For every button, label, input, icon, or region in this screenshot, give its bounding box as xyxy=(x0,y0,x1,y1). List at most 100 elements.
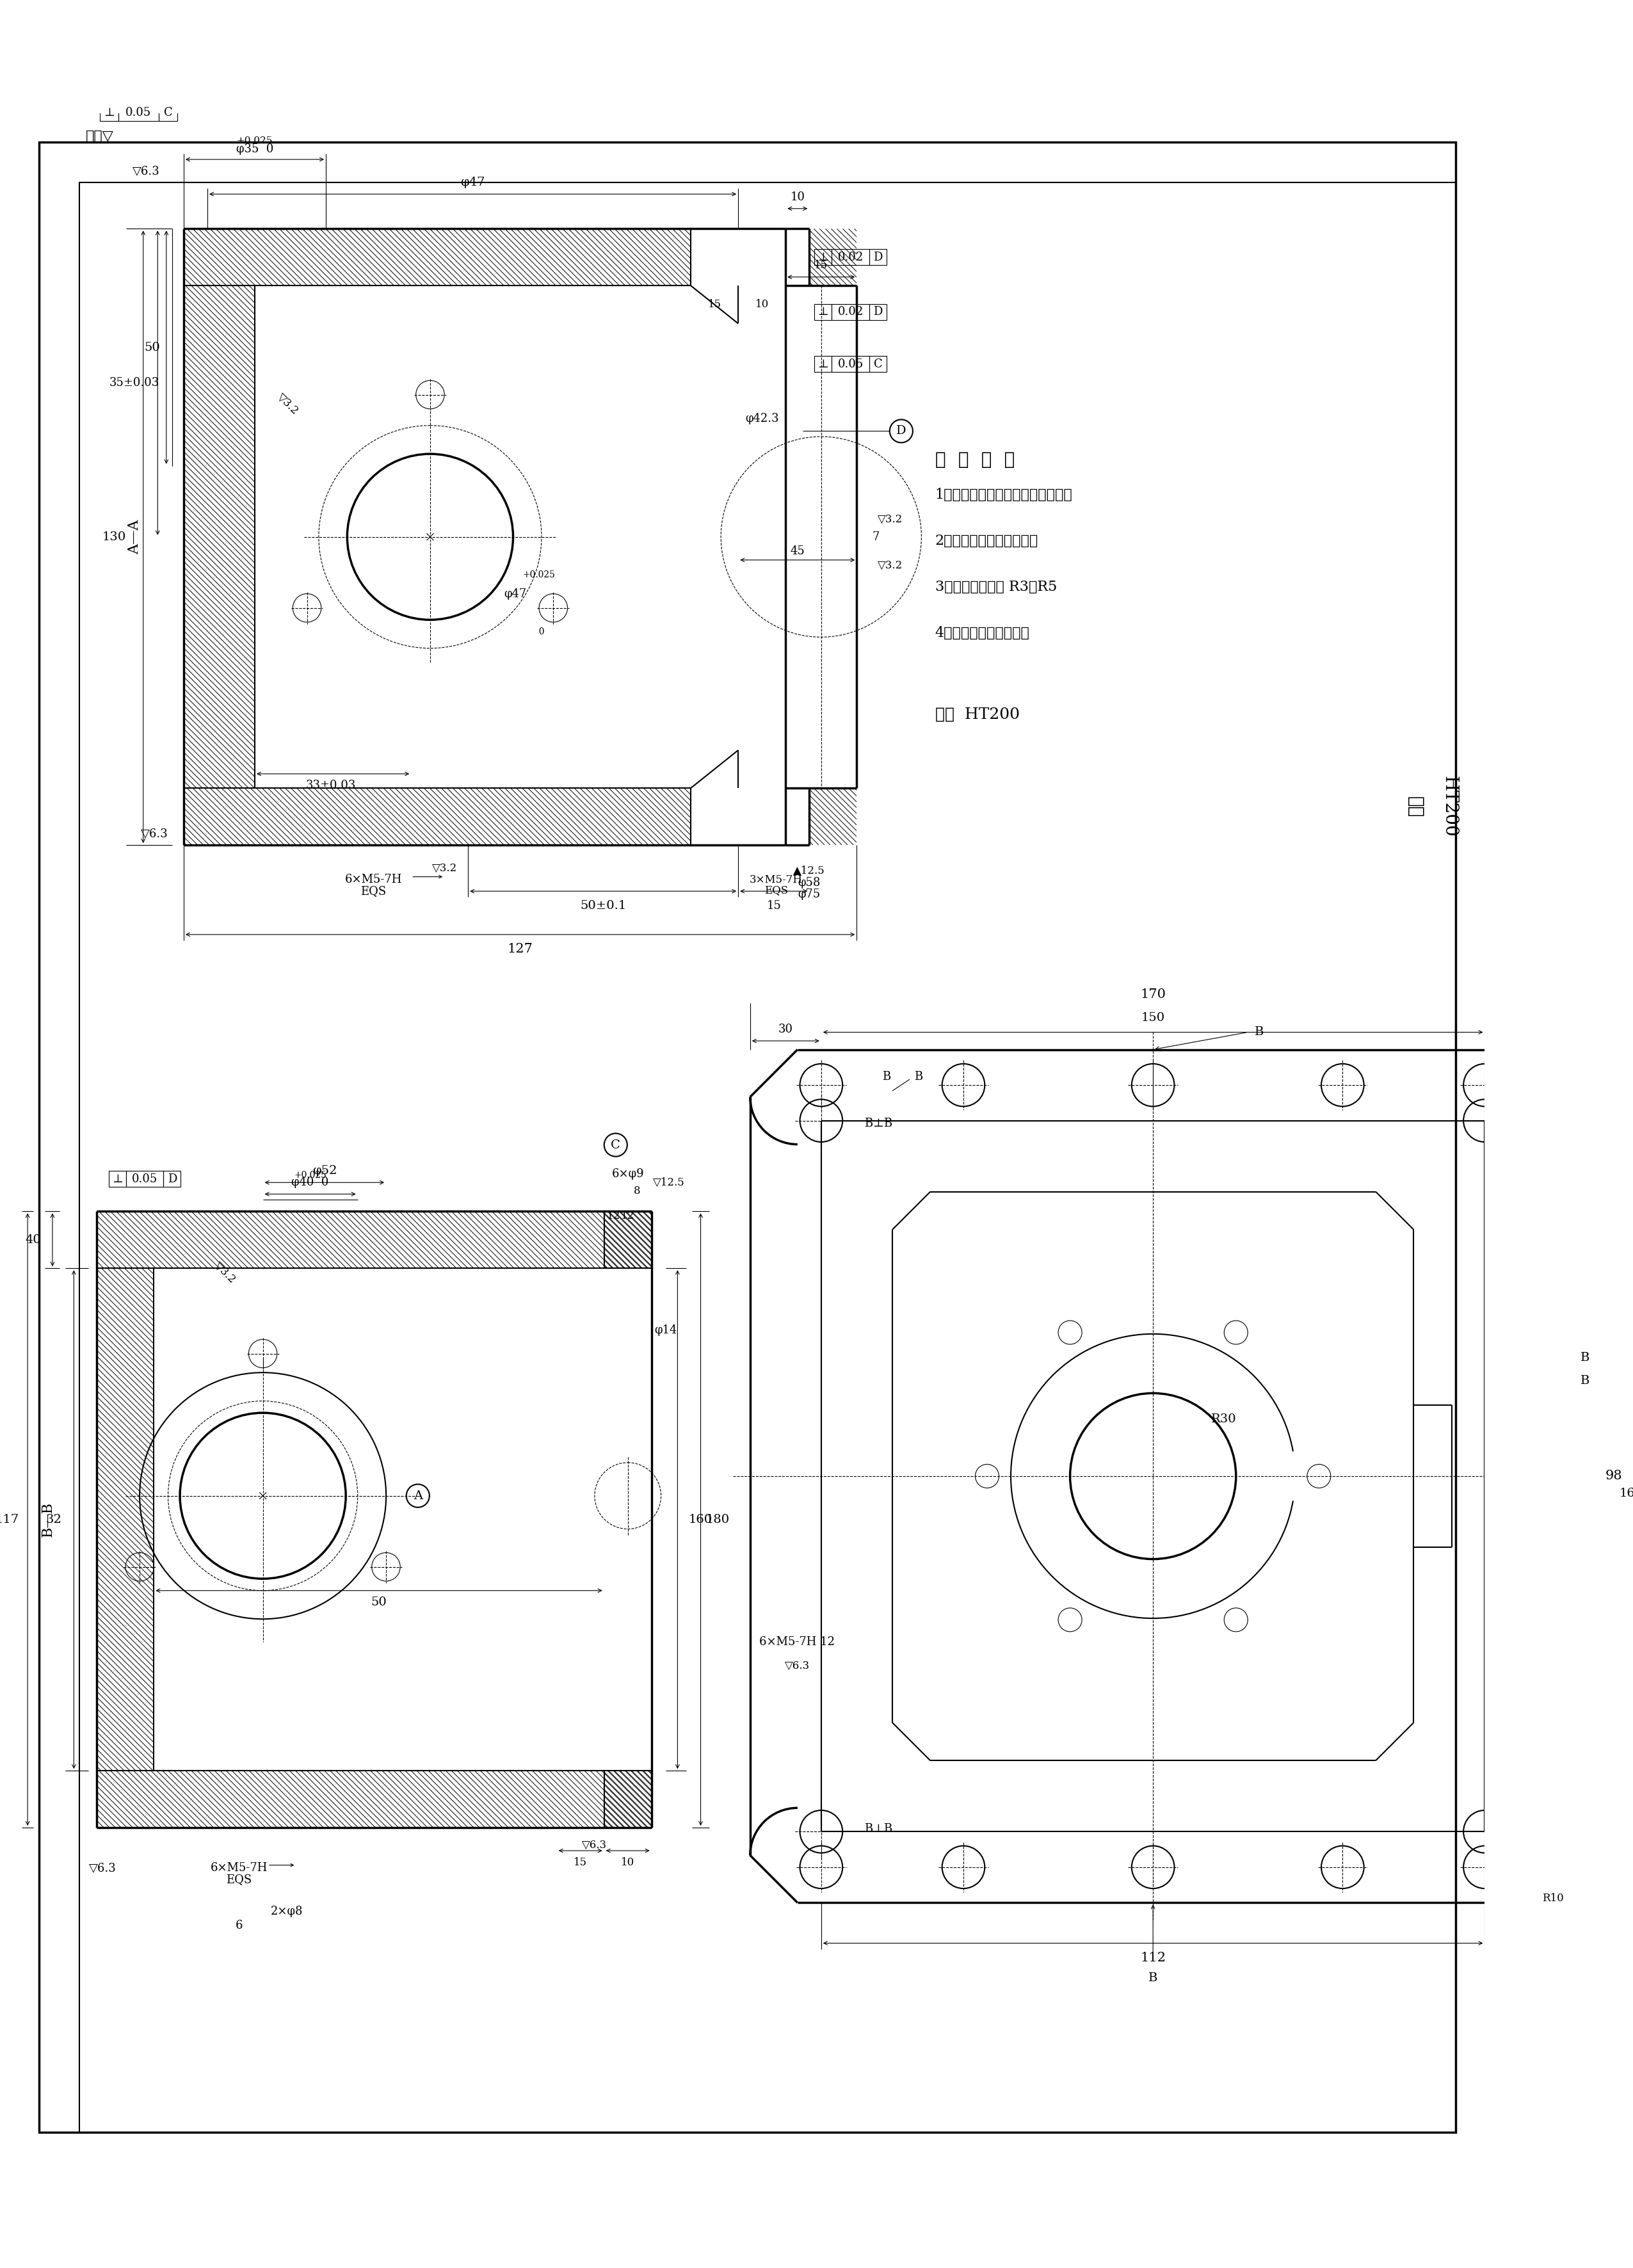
Text: 3．未注铸造圆角 R3～R5: 3．未注铸造圆角 R3～R5 xyxy=(936,581,1057,594)
Text: 15: 15 xyxy=(815,261,828,270)
Text: 0.05: 0.05 xyxy=(132,1173,157,1184)
Text: 材料  HT200: 材料 HT200 xyxy=(936,708,1019,721)
Text: ▽6.3: ▽6.3 xyxy=(785,1660,810,1672)
Text: ▽6.3: ▽6.3 xyxy=(581,1839,607,1851)
Text: B: B xyxy=(883,1118,892,1129)
Text: B: B xyxy=(864,1823,874,1835)
Text: B: B xyxy=(914,1070,923,1082)
Bar xyxy=(118,104,158,120)
Text: B: B xyxy=(883,1823,892,1835)
Text: D: D xyxy=(897,426,906,438)
Text: 12: 12 xyxy=(607,1211,621,1222)
Text: 15: 15 xyxy=(707,299,722,311)
Text: ⊥: ⊥ xyxy=(818,306,828,318)
Text: 150: 150 xyxy=(1141,1012,1164,1023)
Text: 117: 117 xyxy=(0,1513,20,1526)
Text: ▽3.2: ▽3.2 xyxy=(276,392,300,417)
Text: B: B xyxy=(1148,1973,1158,1984)
Text: φ35  0: φ35 0 xyxy=(237,143,273,154)
Text: 127: 127 xyxy=(508,943,532,955)
Bar xyxy=(869,304,887,320)
Text: φ40  0: φ40 0 xyxy=(292,1177,328,1188)
Text: ▽3.2: ▽3.2 xyxy=(431,862,457,873)
Text: B: B xyxy=(1581,1352,1589,1363)
Text: D: D xyxy=(168,1173,176,1184)
Text: R10: R10 xyxy=(1542,1892,1564,1903)
Text: B: B xyxy=(1254,1027,1264,1039)
Text: C: C xyxy=(874,358,882,370)
Text: 0.05: 0.05 xyxy=(838,358,864,370)
Text: 10: 10 xyxy=(621,1857,635,1867)
Bar xyxy=(831,356,869,372)
Text: 50: 50 xyxy=(371,1597,387,1608)
Text: 32: 32 xyxy=(46,1513,62,1526)
Text: 0: 0 xyxy=(534,628,545,635)
Text: 其余▽: 其余▽ xyxy=(85,129,113,143)
Text: 6×M5-7H 12: 6×M5-7H 12 xyxy=(759,1635,834,1649)
Bar xyxy=(869,356,887,372)
Text: 40: 40 xyxy=(26,1234,41,1245)
Text: 50±0.1: 50±0.1 xyxy=(580,900,627,912)
Text: φ58: φ58 xyxy=(799,878,821,889)
Text: B: B xyxy=(1581,1374,1589,1386)
Bar xyxy=(158,104,178,120)
Text: 4．不加工表面涂黄色漆: 4．不加工表面涂黄色漆 xyxy=(936,626,1030,640)
Text: 112: 112 xyxy=(1140,1950,1166,1964)
Text: 15: 15 xyxy=(573,1857,588,1867)
Text: 50: 50 xyxy=(144,342,160,354)
Text: HT200: HT200 xyxy=(1440,776,1458,837)
Text: 30: 30 xyxy=(779,1023,794,1034)
Text: ▽3.2: ▽3.2 xyxy=(212,1261,238,1286)
Text: 35±0.03: 35±0.03 xyxy=(109,376,160,388)
Text: ⊥: ⊥ xyxy=(818,358,828,370)
Bar xyxy=(815,304,831,320)
Bar xyxy=(815,356,831,372)
Text: A—A: A—A xyxy=(127,519,142,553)
Text: φ52: φ52 xyxy=(312,1166,336,1177)
Text: 3×M5-7H: 3×M5-7H xyxy=(750,873,803,885)
Text: +0.025: +0.025 xyxy=(294,1170,327,1179)
Text: 98: 98 xyxy=(1605,1470,1622,1483)
Text: ▽6.3: ▽6.3 xyxy=(90,1862,116,1873)
Text: C: C xyxy=(163,107,173,118)
Text: φ75: φ75 xyxy=(799,889,821,900)
Text: EQS: EQS xyxy=(227,1873,251,1885)
Text: 6×M5-7H: 6×M5-7H xyxy=(211,1862,268,1873)
Text: 1．铸件不允许有砂孔、气孔等缺陷: 1．铸件不允许有砂孔、气孔等缺陷 xyxy=(936,488,1073,501)
Text: 6×φ9: 6×φ9 xyxy=(612,1168,643,1179)
Text: +0.025: +0.025 xyxy=(237,136,273,145)
Text: 0.02: 0.02 xyxy=(838,252,864,263)
Text: B: B xyxy=(882,1070,890,1082)
Text: 6: 6 xyxy=(235,1921,243,1932)
Text: 2．铸件须经人工时效处理: 2．铸件须经人工时效处理 xyxy=(936,533,1039,549)
Text: φ47: φ47 xyxy=(505,587,527,599)
Bar xyxy=(126,1170,163,1186)
Text: ▽6.3: ▽6.3 xyxy=(140,828,168,839)
Text: 0.02: 0.02 xyxy=(838,306,864,318)
Text: φ42.3: φ42.3 xyxy=(745,413,779,424)
Text: EQS: EQS xyxy=(361,885,385,896)
Text: 8: 8 xyxy=(634,1186,640,1198)
Text: 0.05: 0.05 xyxy=(126,107,152,118)
Text: ▽3.2: ▽3.2 xyxy=(877,560,903,572)
Text: D: D xyxy=(874,252,883,263)
Text: R30: R30 xyxy=(1212,1413,1236,1424)
Bar xyxy=(815,249,831,265)
Bar xyxy=(869,249,887,265)
Text: 15: 15 xyxy=(766,900,781,912)
Text: ⊥: ⊥ xyxy=(872,1118,883,1129)
Text: φ47: φ47 xyxy=(461,177,485,188)
Text: 技  术  要  求: 技 术 要 求 xyxy=(936,451,1014,469)
Bar xyxy=(831,304,869,320)
Bar xyxy=(163,1170,181,1186)
Text: B: B xyxy=(864,1118,874,1129)
Text: ▽12.5: ▽12.5 xyxy=(653,1177,684,1188)
Text: 33±0.03: 33±0.03 xyxy=(305,780,356,792)
Bar xyxy=(100,104,118,120)
Text: 7: 7 xyxy=(872,531,879,542)
Bar xyxy=(108,1170,126,1186)
Text: 160: 160 xyxy=(689,1513,712,1526)
Text: 2×φ8: 2×φ8 xyxy=(271,1905,302,1916)
Text: ▽6.3: ▽6.3 xyxy=(132,166,160,177)
Text: ▽3.2: ▽3.2 xyxy=(877,515,903,524)
